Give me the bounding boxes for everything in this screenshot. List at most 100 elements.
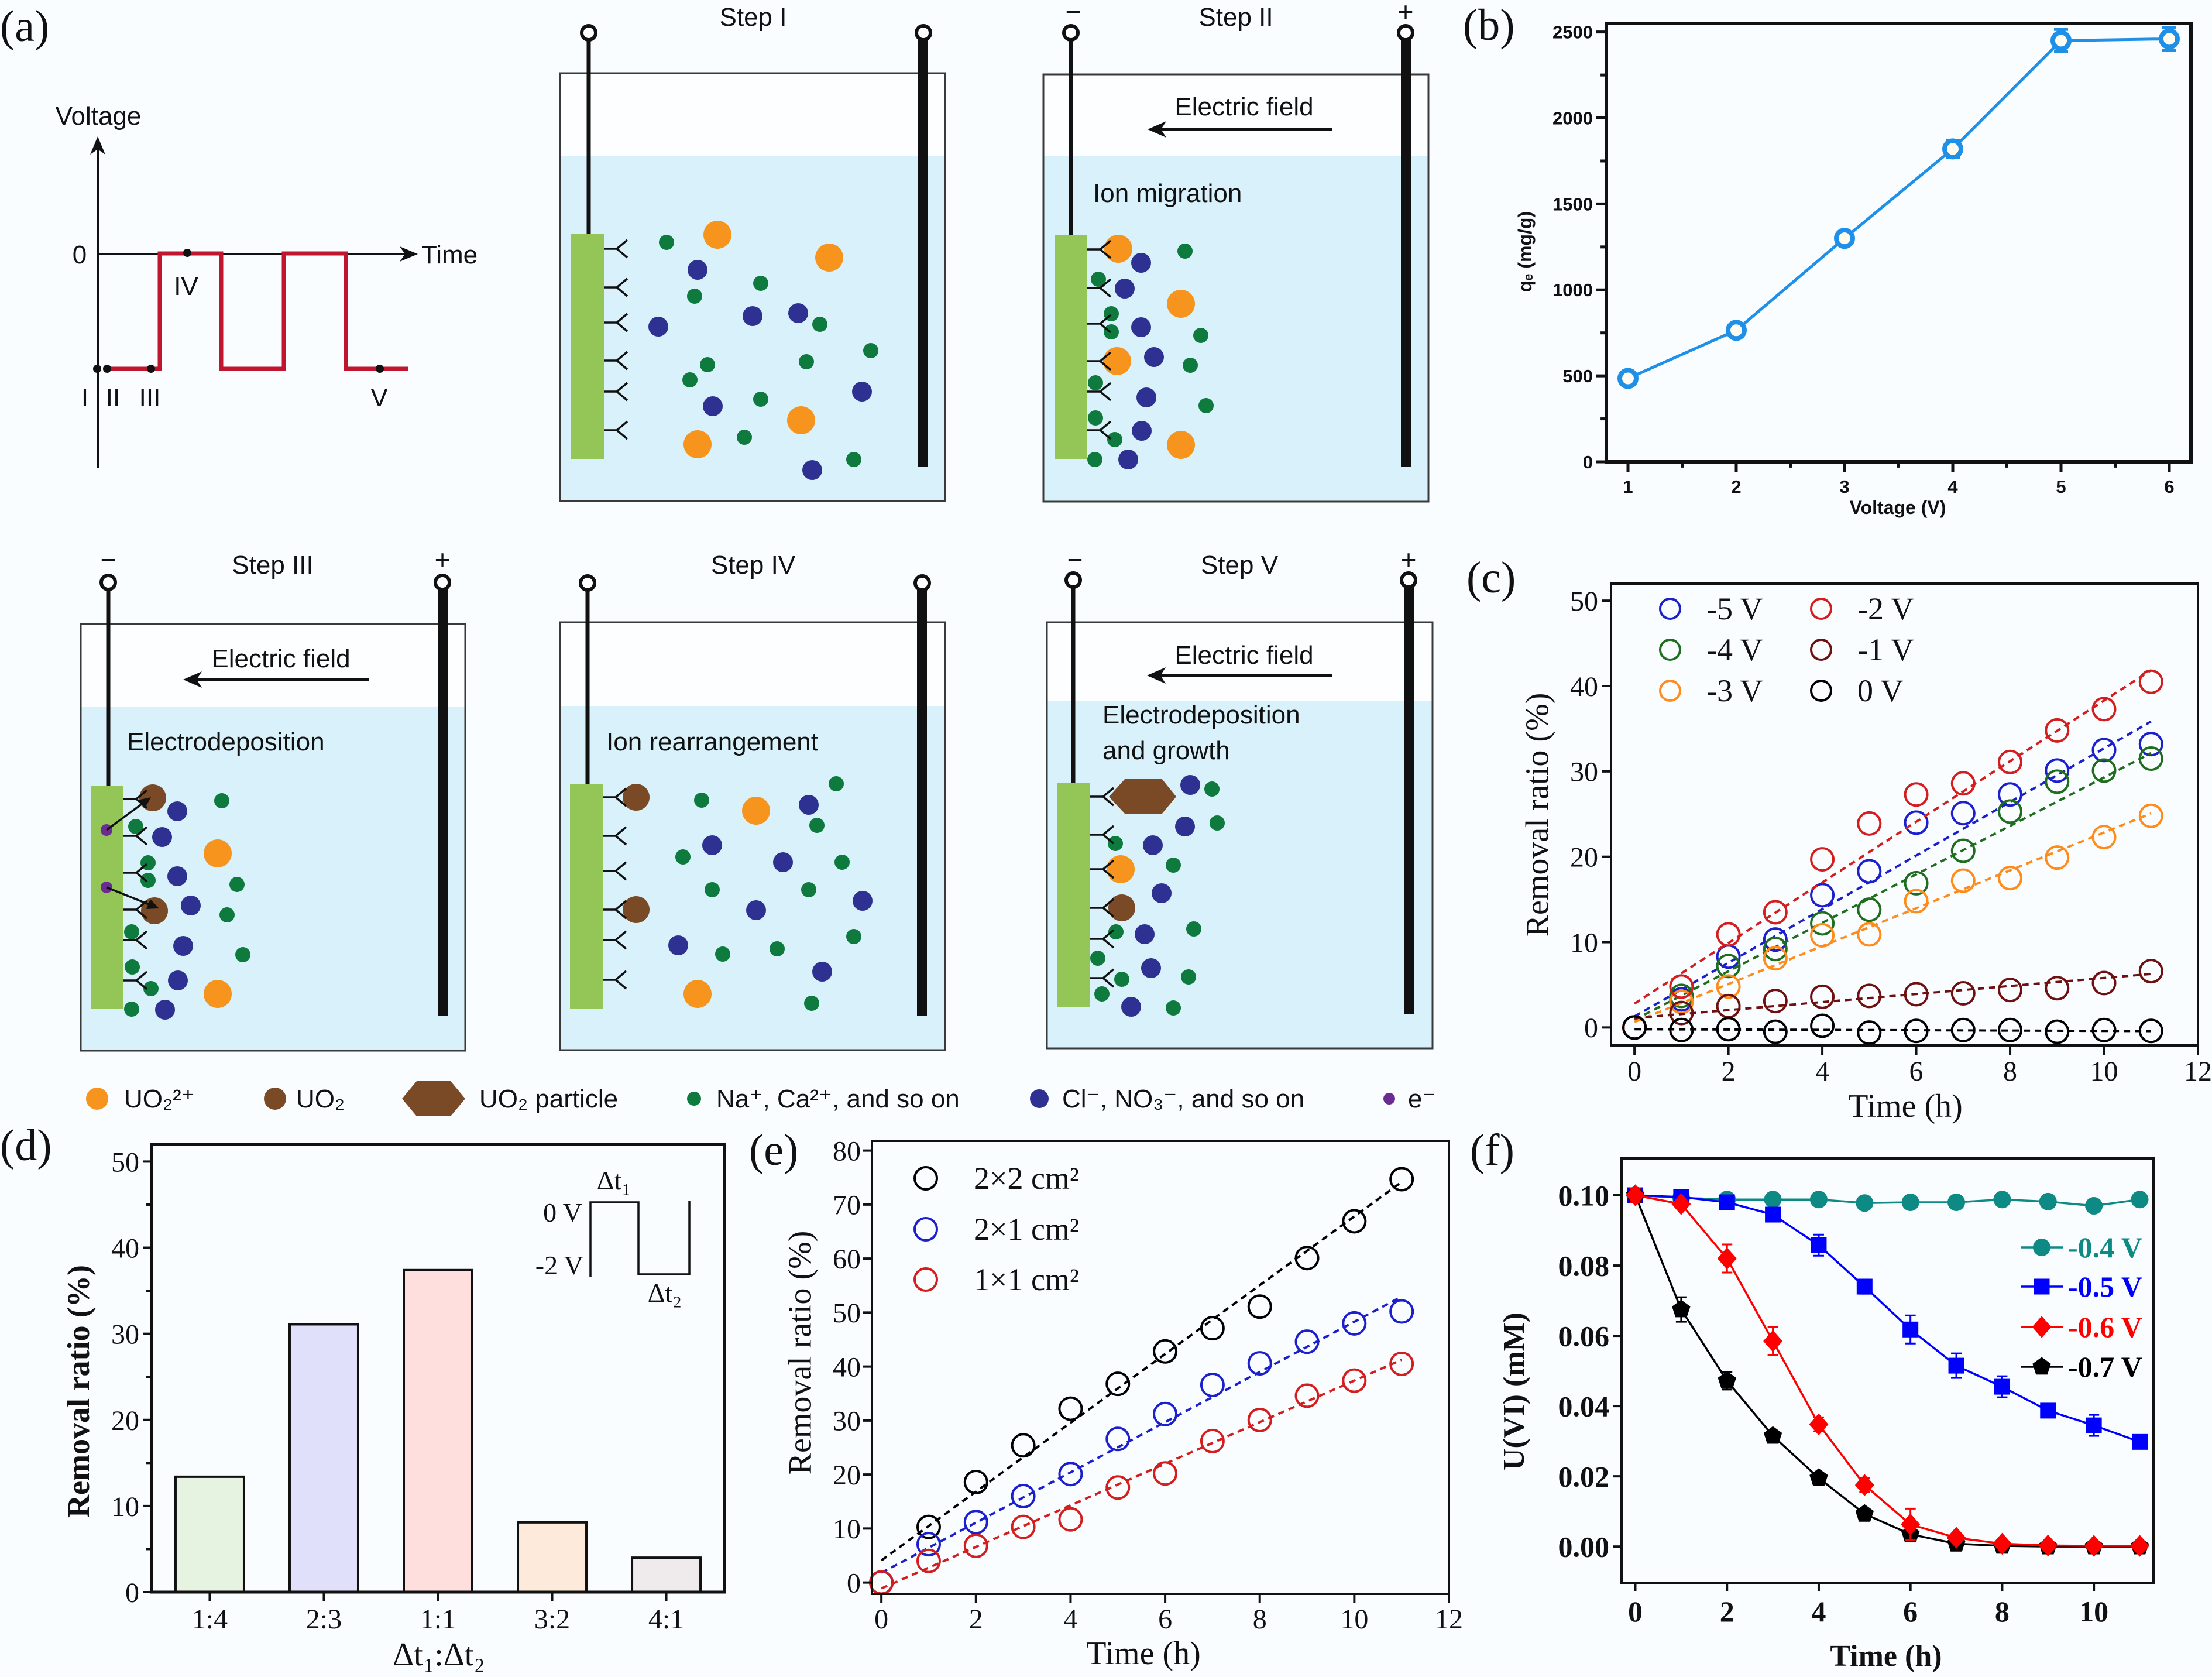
legend-item: -0.6 V: [2021, 1311, 2142, 1343]
anion: [1141, 958, 1161, 978]
data-point: [1011, 1514, 1036, 1539]
data-point: [2091, 825, 2117, 850]
voltage-axis-label: Voltage: [56, 102, 142, 131]
panel-label-e: (e): [749, 1126, 798, 1175]
uranyl-ion: [683, 980, 712, 1008]
uranyl-ion: [1104, 235, 1132, 263]
ligand: [1090, 787, 1115, 807]
data-point: [1809, 1191, 1828, 1209]
anion: [648, 317, 668, 337]
anion: [168, 970, 188, 990]
data-point: [1834, 228, 1855, 249]
uranyl-ion: [1103, 347, 1131, 375]
anion: [746, 900, 766, 920]
series-1-1-cm: [869, 1352, 1414, 1595]
anion: [1115, 279, 1135, 299]
anion: [173, 936, 193, 956]
data-point: [1901, 1513, 1921, 1536]
x-tick-label: 1:1: [420, 1604, 456, 1635]
process-label-line-1: Electrodeposition: [1102, 701, 1300, 729]
working-terminal-icon: [99, 574, 117, 591]
uranyl-ion: [1167, 431, 1195, 459]
bar-1-4: [174, 1475, 245, 1594]
data-point: [1857, 811, 1882, 836]
y-tick-label: 0: [1584, 1013, 1598, 1044]
cation: [1094, 986, 1110, 1002]
data-point: [1011, 1433, 1036, 1458]
data-point: [1950, 1017, 1976, 1042]
step-5-diagram: Step V − + Electric field Electrodeposit…: [1046, 544, 1434, 1050]
fit-line: [1634, 720, 2152, 1018]
data-point: [2039, 1192, 2057, 1210]
data-point: [1718, 1371, 1736, 1389]
legend-label: 0 V: [1857, 673, 1904, 708]
cation: [1087, 452, 1102, 467]
x-tick-label: 12: [1435, 1604, 1463, 1635]
data-point: [1716, 922, 1741, 947]
data-point: [963, 1470, 988, 1495]
data-point: [1200, 1428, 1225, 1453]
data-point: [1763, 946, 1788, 971]
cation: [659, 235, 674, 250]
data-point: [2086, 1417, 2102, 1433]
fit-line: [1634, 1028, 2151, 1033]
y-tick-label: 0.08: [1558, 1250, 1610, 1282]
anion: [1175, 817, 1195, 836]
data-point: [1904, 982, 1929, 1007]
data-point: [1763, 1330, 1783, 1352]
y-tick-label: 1500: [1552, 194, 1593, 214]
plot-frame: [1610, 582, 2199, 1047]
step-title: Step III: [232, 551, 313, 579]
inset-t2-label: Δt₂: [648, 1278, 682, 1308]
cation: [1104, 324, 1119, 339]
ligand: [1090, 968, 1115, 988]
data-point: [1105, 1475, 1131, 1500]
legend-label: e⁻: [1408, 1085, 1436, 1113]
data-point: [1719, 1194, 1735, 1210]
series-line: [1634, 1195, 2140, 1548]
y-tick-label: 10: [111, 1491, 139, 1522]
ligand: [604, 420, 628, 440]
solution: [81, 707, 465, 1050]
cation: [863, 343, 878, 358]
legend-marker: [2032, 1357, 2051, 1375]
data-point: [1200, 1372, 1225, 1397]
cation: [128, 819, 143, 834]
legend-item: -2 V: [1810, 591, 1914, 626]
cation: [1181, 969, 1196, 985]
legend-label: -0.4 V: [2068, 1231, 2142, 1264]
uranyl-ion: [787, 406, 815, 434]
arrowhead-icon: [138, 797, 151, 809]
data-point: [1998, 1017, 2023, 1042]
data-point: [2045, 758, 2070, 783]
x-axis-title: Voltage (V): [1850, 497, 1946, 518]
y-tick-label: 60: [833, 1244, 861, 1275]
legend-label: Cl⁻, NO₃⁻, and so on: [1062, 1085, 1304, 1113]
uranyl-ion: [683, 430, 712, 458]
series-3-v: [1622, 803, 2163, 1040]
y-tick-label: 0.04: [1558, 1390, 1610, 1423]
cation: [1114, 972, 1129, 987]
cation: [1108, 836, 1123, 851]
data-point: [1810, 847, 1835, 872]
anion: [1144, 347, 1164, 367]
data-point: [1247, 1294, 1272, 1319]
waveform-point-i: [93, 365, 101, 373]
anion: [167, 866, 187, 886]
x-tick-label: 2: [1720, 1595, 1734, 1628]
series-2-1-cm: [869, 1295, 1414, 1595]
anion: [1136, 387, 1156, 407]
bar-1-1: [403, 1268, 473, 1594]
point-label-iv: IV: [174, 272, 198, 301]
plot-frame: [1620, 1157, 2155, 1584]
data-point: [1058, 1396, 1083, 1421]
y-tick-label: 70: [833, 1190, 861, 1221]
data-point: [1058, 1507, 1083, 1532]
data-point: [2045, 718, 2070, 743]
data-point: [2091, 738, 2117, 763]
y-tick-label: 1000: [1552, 280, 1593, 300]
data-point: [2045, 769, 2070, 794]
x-tick-label: 2: [1722, 1056, 1736, 1087]
legend-marker: [913, 1217, 938, 1242]
data-point: [1950, 868, 1976, 893]
